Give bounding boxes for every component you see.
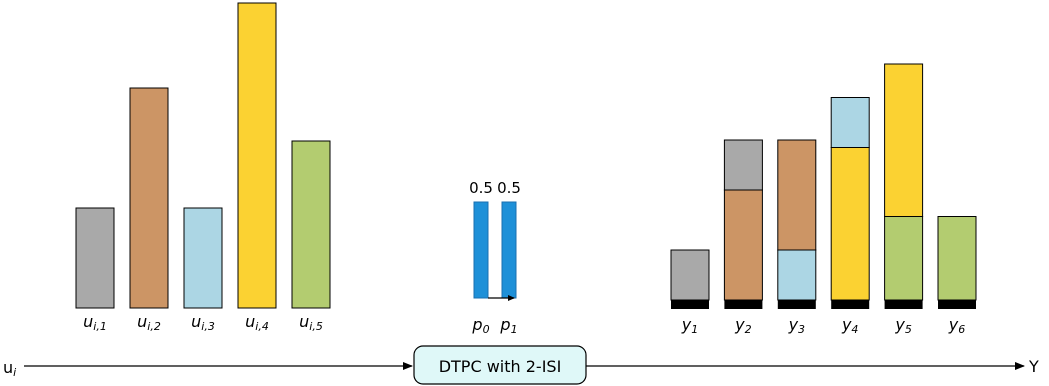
input-bars-group: ui,1 ui,2 ui,3 ui,4 ui,5 [75, 2, 331, 333]
output-bar-5-segment-1 [884, 216, 924, 301]
output-bar-label-3: y3 [788, 315, 805, 336]
output-bar-4-base [831, 300, 870, 309]
output-bar-6-base [938, 300, 976, 309]
input-bar-1 [75, 207, 115, 309]
output-bar-3-base [777, 300, 816, 309]
channel-tap-0 [473, 201, 489, 299]
input-bar-label-5: ui,5 [299, 312, 323, 333]
output-bar-2-base [724, 300, 763, 309]
output-bar-label-4: y4 [841, 315, 858, 336]
input-bar-4 [237, 2, 277, 309]
channel-box [413, 345, 587, 385]
input-bar-label-1: ui,1 [83, 312, 107, 333]
channel-tap-1 [501, 201, 517, 299]
output-bar-2-segment-1 [723, 189, 763, 301]
channel-tap-coefficient-0: 0.5 [469, 179, 493, 197]
output-label: Y [1028, 357, 1039, 376]
channel-taps-group: 0.5 p0 0.5 p1 [469, 179, 521, 336]
input-bar-5 [291, 140, 331, 309]
output-bar-6-segment-1 [937, 216, 977, 301]
output-bar-label-1: y1 [681, 315, 698, 336]
output-bars-group: y1 y2 y3 y4 y5 y6 [670, 63, 977, 336]
output-bar-label-5: y5 [894, 315, 911, 336]
input-label: ui [3, 358, 16, 379]
output-bar-5-base [884, 300, 923, 309]
channel-tap-coefficient-1: 0.5 [497, 179, 521, 197]
channel-tap-label-1: p1 [499, 315, 517, 336]
output-bar-label-2: y2 [734, 315, 751, 336]
input-bar-3 [183, 207, 223, 309]
output-bar-2-segment-2 [723, 139, 763, 191]
input-bar-2 [129, 87, 169, 309]
input-bar-label-2: ui,2 [137, 312, 161, 333]
input-bar-label-4: ui,4 [245, 312, 269, 333]
input-bar-label-3: ui,3 [191, 312, 215, 333]
output-bar-1-base [671, 300, 709, 309]
output-bar-label-6: y6 [948, 315, 965, 336]
output-bar-4-segment-1 [830, 147, 870, 301]
output-bar-4-segment-2 [830, 97, 870, 148]
output-bar-3-segment-1 [777, 249, 817, 301]
output-bar-5-segment-2 [884, 63, 924, 217]
channel-box-label: DTPC with 2-ISI [439, 357, 562, 376]
channel-tap-label-0: p0 [471, 315, 489, 336]
output-bar-1-segment-1 [670, 249, 710, 301]
output-bar-3-segment-2 [777, 139, 817, 251]
